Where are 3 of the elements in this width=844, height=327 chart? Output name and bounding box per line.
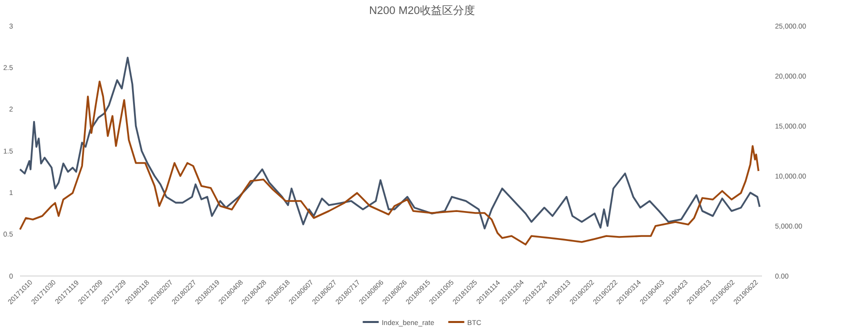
chart-title: N200 M20收益区分度 — [369, 4, 475, 17]
line-series — [19, 80, 760, 246]
line-series — [19, 56, 761, 230]
